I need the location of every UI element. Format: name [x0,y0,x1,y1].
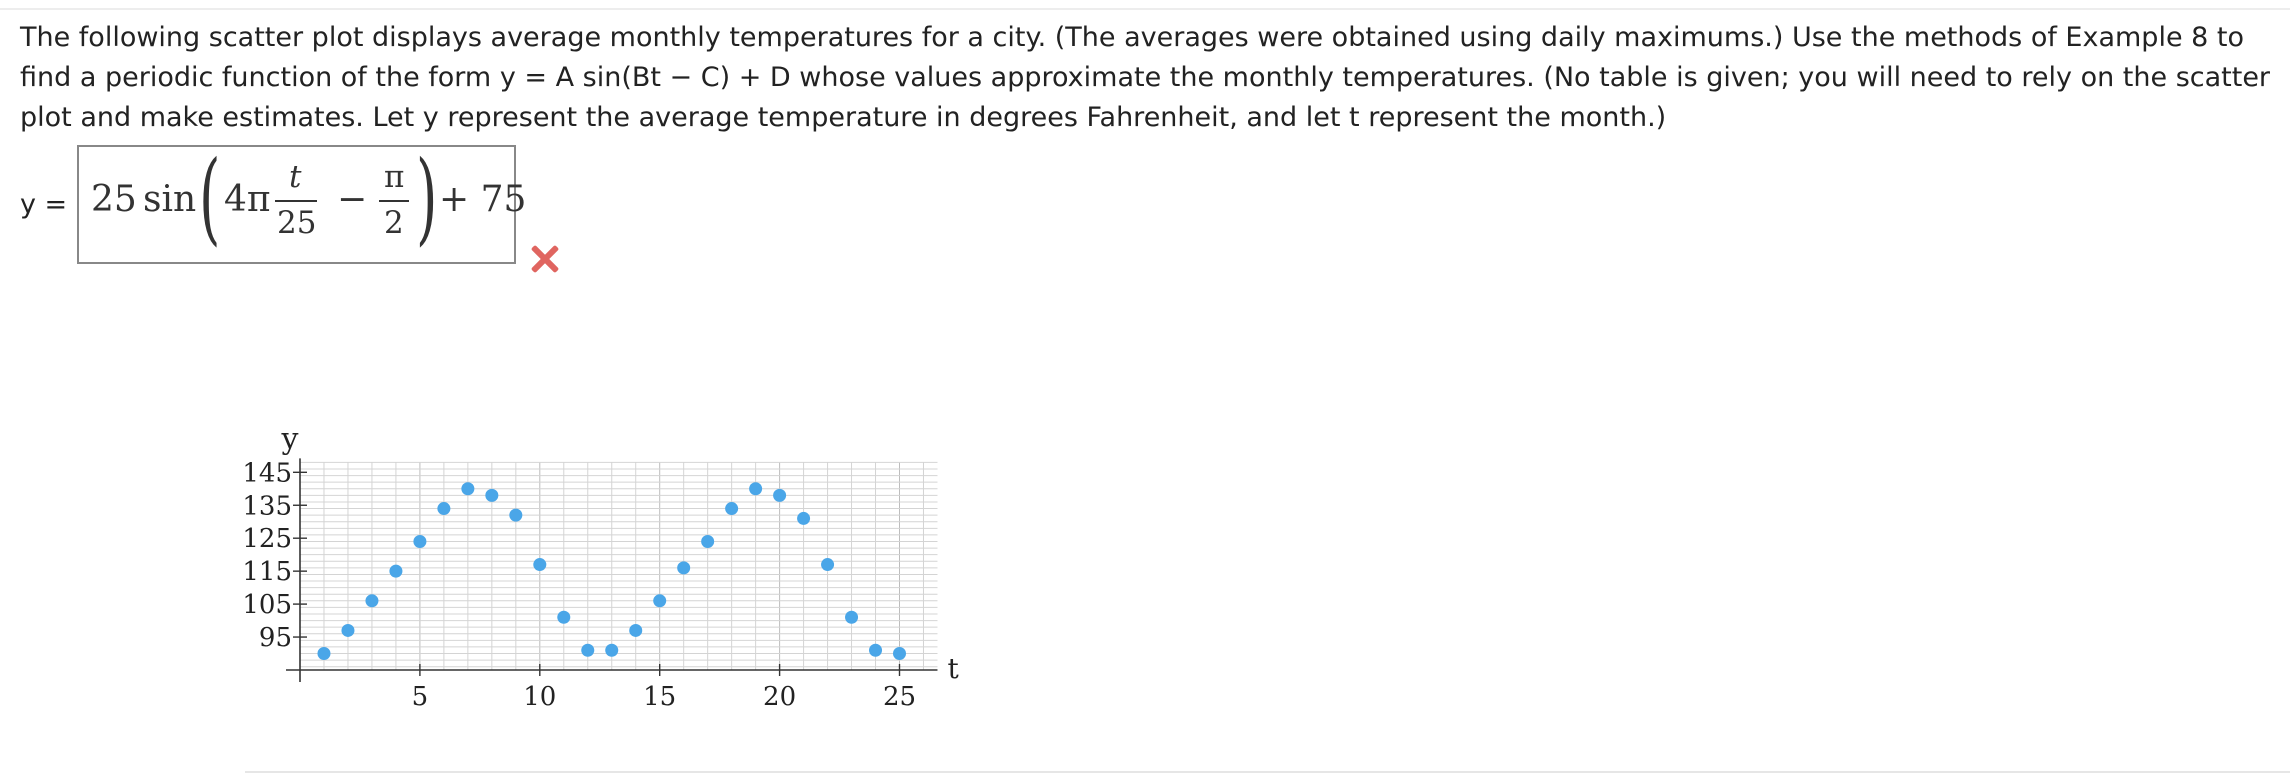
chart-points [317,482,906,661]
answer-input[interactable]: 25 sin ( 4π t 25 − π 2 ) + 75 [77,139,526,264]
cross-icon [530,244,560,274]
x-axis-label: t [947,652,959,685]
y-tick-label: 145 [242,458,292,488]
x-tick-label: 15 [643,682,676,712]
fraction2-numerator: π [384,159,405,195]
fraction1-denominator: 25 [277,205,317,241]
data-point [893,647,906,661]
y-tick-label: 95 [259,623,292,653]
question-text: The following scatter plot displays aver… [20,22,2271,133]
data-point [341,623,355,637]
data-point [725,502,739,516]
data-point [749,482,763,496]
data-point [821,558,835,572]
fraction2-denominator: 2 [384,205,404,241]
data-point [557,610,571,624]
top-divider [0,8,2290,10]
data-point [317,647,331,661]
data-point [773,488,787,502]
data-point [533,558,547,572]
data-point [629,623,643,637]
left-paren: ( [199,139,221,256]
data-point [677,561,691,575]
x-tick-label: 25 [883,682,916,712]
constant-term: + 75 [439,179,527,220]
x-tick-label: 20 [763,682,796,712]
data-point [701,534,715,548]
data-point [389,564,403,578]
data-point [509,508,523,522]
y-tick-label: 105 [242,590,292,620]
y-tick-label: 135 [242,491,292,521]
data-point [653,594,667,608]
chart-axes [286,458,938,682]
data-point [413,534,427,548]
fraction1-bar [275,200,317,202]
amplitude-value: 25 [91,179,137,220]
data-point [581,643,595,657]
answer-label: y = [20,189,68,220]
bottom-divider [245,771,2290,773]
fraction1-numerator: t [289,159,302,195]
data-point [845,610,859,624]
data-point [437,502,451,516]
data-point [797,511,811,525]
data-point [869,643,883,657]
data-point [461,482,475,496]
y-axis-label: y [281,421,299,456]
right-paren: ) [416,139,438,256]
fraction2-bar [379,200,409,202]
coefficient-value: 4π [224,179,271,220]
data-point [605,643,619,657]
minus-sign: − [337,179,368,220]
data-point [485,488,499,502]
x-tick-label: 10 [523,682,556,712]
y-tick-label: 125 [242,524,292,554]
data-point [365,594,379,608]
sine-function: sin [143,179,197,220]
y-tick-label: 115 [242,557,292,587]
x-tick-label: 5 [412,682,429,712]
